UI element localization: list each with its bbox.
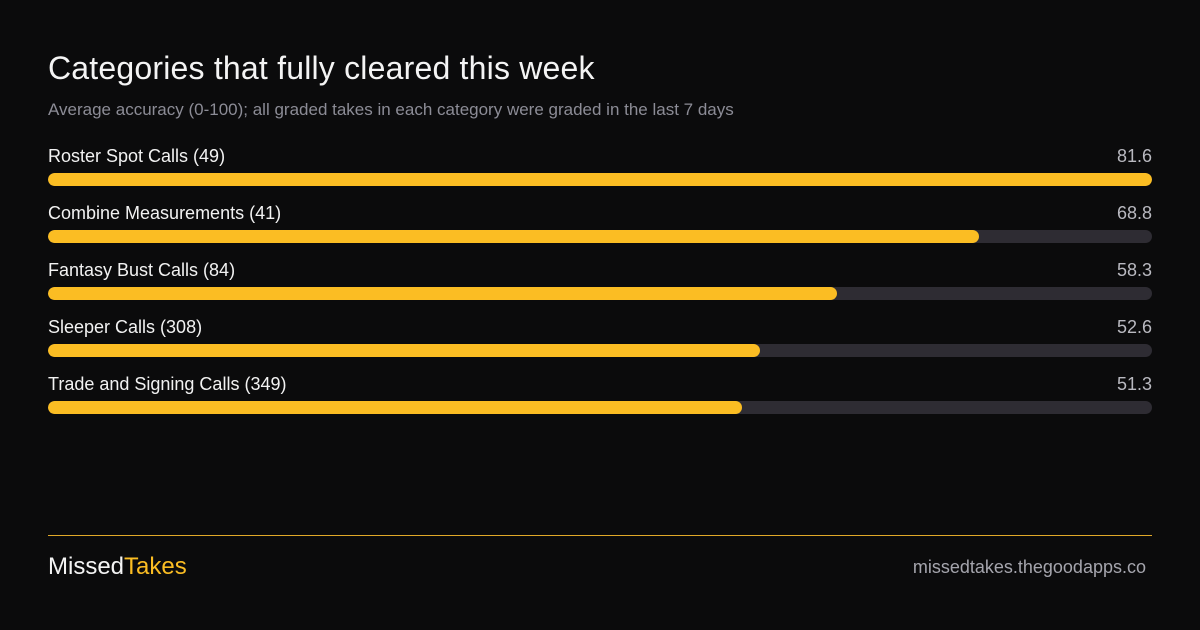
bar-label: Fantasy Bust Calls (84) bbox=[48, 260, 236, 280]
brand-logo: MissedTakes bbox=[48, 553, 187, 581]
bar-track bbox=[48, 344, 1152, 357]
bar-row: Fantasy Bust Calls (84) 58.3 bbox=[48, 259, 1152, 316]
bar-label: Sleeper Calls (308) bbox=[48, 317, 203, 337]
brand-accent: Takes bbox=[124, 553, 187, 580]
bar bbox=[48, 287, 837, 300]
chart-subtitle: Average accuracy (0-100); all graded tak… bbox=[48, 100, 734, 119]
bar-track bbox=[48, 287, 1152, 300]
bar-value-label: 52.6 bbox=[1116, 317, 1152, 337]
bar-track bbox=[48, 401, 1152, 414]
bar-row: Combine Measurements (41) 68.8 bbox=[48, 202, 1152, 259]
bar-track bbox=[48, 173, 1152, 186]
footer-divider bbox=[48, 535, 1152, 536]
bar-value-label: 81.6 bbox=[1116, 146, 1152, 166]
chart-title: Categories that fully cleared this week bbox=[48, 50, 595, 86]
bar-value-label: 51.3 bbox=[1116, 374, 1152, 394]
bar bbox=[48, 173, 1152, 186]
bar-label: Roster Spot Calls (49) bbox=[48, 146, 226, 166]
bar-track bbox=[48, 230, 1152, 243]
bar bbox=[48, 344, 760, 357]
bar bbox=[48, 401, 743, 414]
bar-row: Trade and Signing Calls (349) 51.3 bbox=[48, 373, 1152, 430]
bar-row: Sleeper Calls (308) 52.6 bbox=[48, 316, 1152, 373]
bar-label: Trade and Signing Calls (349) bbox=[48, 374, 287, 394]
site-url: missedtakes.thegoodapps.co bbox=[912, 557, 1146, 577]
bar-chart: Roster Spot Calls (49) 81.6 Combine Measur… bbox=[48, 145, 1152, 430]
brand-primary: Missed bbox=[48, 553, 125, 580]
bar-row: Roster Spot Calls (49) 81.6 bbox=[48, 145, 1152, 202]
bar-value-label: 58.3 bbox=[1116, 260, 1152, 280]
bar-label: Combine Measurements (41) bbox=[48, 203, 282, 223]
bar-value-label: 68.8 bbox=[1116, 203, 1152, 223]
bar bbox=[48, 230, 979, 243]
